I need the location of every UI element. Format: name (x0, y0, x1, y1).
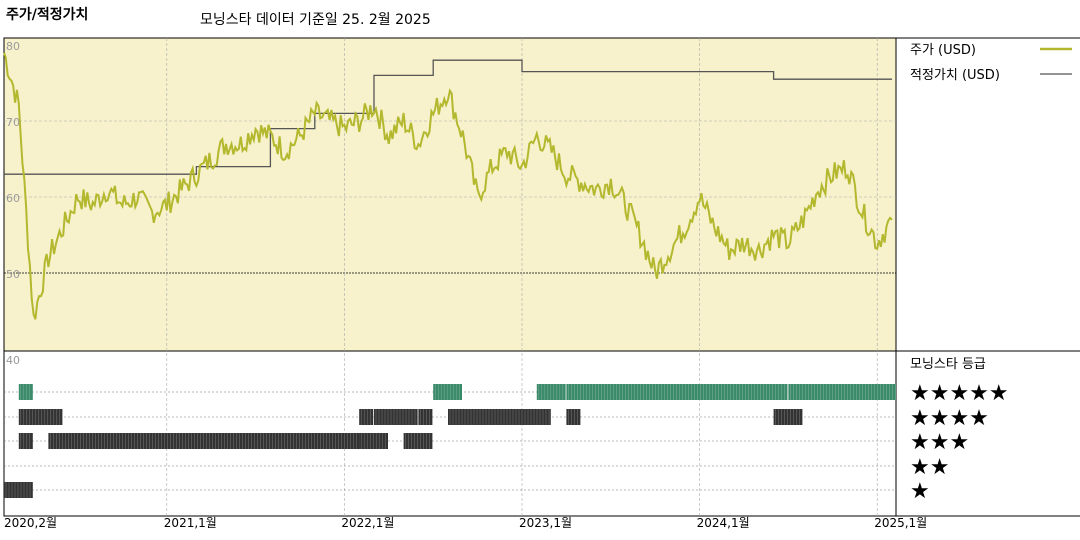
rating-5-star-bar (788, 384, 896, 400)
rating-4-star-bar (566, 409, 581, 425)
chart-title: 주가/적정가치 (6, 7, 89, 23)
rating-5-star-bar (18, 384, 33, 400)
data-date-caption: 모닝스타 데이터 기준일 25. 2월 2025 (200, 12, 431, 28)
rating-4-star-bar (418, 409, 433, 425)
rating-4-star-bar (18, 409, 63, 425)
star-rating-row-label: ★★★ (910, 430, 969, 455)
rating-5-star-bar (433, 384, 462, 400)
legend-label-fair-value: 적정가치 (USD) (910, 68, 1000, 83)
rating-1-star-bar (4, 482, 33, 498)
rating-5-star-bar (536, 384, 566, 400)
star-rating-row-label: ★★★★★ (910, 381, 1009, 406)
y-tick-label: 80 (6, 40, 20, 53)
x-tick-label: 2025,1월 (874, 516, 927, 530)
rating-4-star-bar (773, 409, 803, 425)
star-rating-title: 모닝스타 등급 (910, 357, 986, 372)
rating-3-star-bar (18, 433, 33, 449)
star-rating-row-label: ★ (910, 479, 930, 504)
star-rating-row-label: ★★ (910, 455, 949, 480)
rating-5-star-bar (566, 384, 788, 400)
rating-3-star-bar (48, 433, 374, 449)
y-tick-label: 50 (6, 268, 20, 281)
x-tick-label: 2023,1월 (519, 516, 572, 530)
rating-3-star-bar (403, 433, 433, 449)
rating-3-star-bar (359, 433, 388, 449)
x-tick-label: 2021,1월 (164, 516, 217, 530)
y-tick-label: 40 (6, 354, 20, 367)
x-tick-label: 2022,1월 (341, 516, 394, 530)
x-tick-label: 2024,1월 (697, 516, 750, 530)
star-rating-row-label: ★★★★ (910, 406, 989, 431)
y-tick-label: 70 (6, 116, 20, 129)
y-tick-label: 60 (6, 192, 20, 205)
rating-4-star-bar (448, 409, 551, 425)
x-tick-label: 2020,2월 (4, 516, 57, 530)
fair-value-series-line (4, 59, 892, 175)
rating-4-star-bar (359, 409, 374, 425)
rating-4-star-bar (374, 409, 418, 425)
legend-label-price: 주가 (USD) (910, 43, 976, 58)
price-series-line (3, 52, 893, 320)
